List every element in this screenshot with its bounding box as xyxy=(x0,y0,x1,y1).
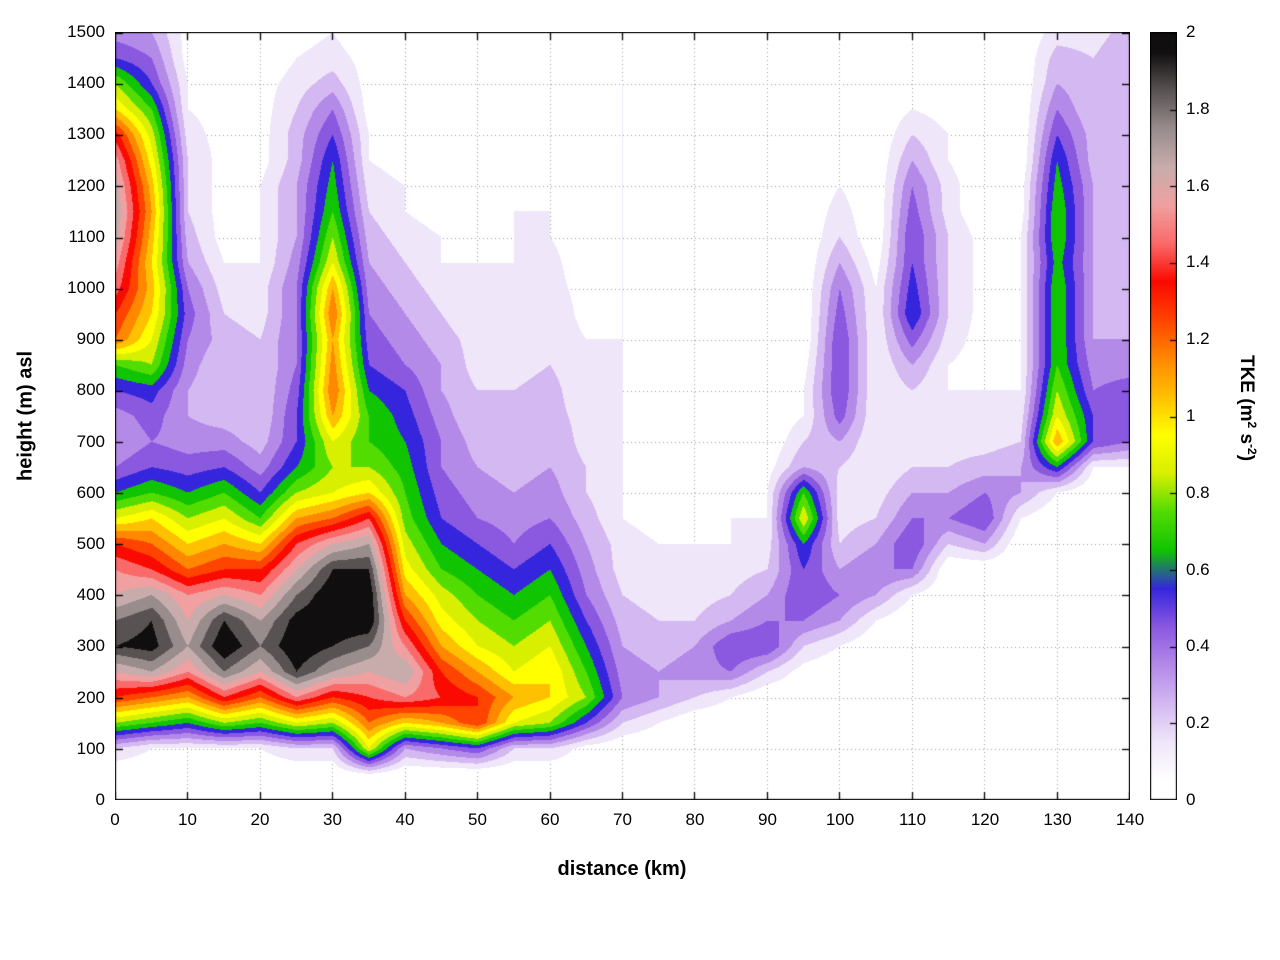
y-tick-label: 0 xyxy=(95,790,105,809)
colorbar-tick-label: 0.8 xyxy=(1186,482,1210,502)
colorbar-tick-label: 0.2 xyxy=(1186,713,1210,733)
y-tick-label: 700 xyxy=(76,431,105,451)
x-tick-label: 80 xyxy=(685,810,705,829)
y-tick-label: 400 xyxy=(76,585,105,605)
x-tick-label: 140 xyxy=(1115,810,1145,829)
y-tick-label: 1200 xyxy=(67,175,105,195)
y-tick-label: 1400 xyxy=(67,73,105,93)
colorbar-tick-label: 2 xyxy=(1186,22,1196,41)
y-tick-label: 1000 xyxy=(67,278,105,297)
colorbar-tick-label: 1.4 xyxy=(1186,252,1210,272)
x-tick-label: 120 xyxy=(970,810,1000,829)
x-tick-label: 110 xyxy=(898,810,927,829)
y-tick-label: 100 xyxy=(76,738,105,758)
colorbar-label-post: ) xyxy=(1235,454,1257,462)
x-tick-label: 60 xyxy=(540,810,560,829)
x-tick-label: 70 xyxy=(613,810,632,829)
x-tick-label: 50 xyxy=(468,810,487,829)
colorbar-tick-label: 0 xyxy=(1186,790,1196,809)
colorbar-tick-label: 1.8 xyxy=(1186,98,1210,118)
colorbar-label: TKE (m2 s-2) xyxy=(1235,355,1259,461)
x-tick-label: 40 xyxy=(395,810,415,829)
y-tick-label: 1500 xyxy=(67,22,105,41)
y-tick-label: 200 xyxy=(76,687,105,707)
x-tick-label: 10 xyxy=(178,810,197,829)
x-tick-label: 90 xyxy=(758,810,777,829)
colorbar-tick-label: 0.4 xyxy=(1186,636,1210,656)
x-axis-label: distance (km) xyxy=(557,858,687,880)
y-tick-label: 1100 xyxy=(68,226,105,246)
y-tick-label: 500 xyxy=(76,534,105,553)
colorbar-tick-label: 1.6 xyxy=(1186,175,1210,195)
y-tick-label: 800 xyxy=(76,380,105,400)
y-tick-label: 600 xyxy=(76,482,105,502)
y-axis-label: height (m) asl xyxy=(14,350,37,482)
colorbar-label-sup2: -2 xyxy=(1245,444,1260,455)
x-tick-label: 100 xyxy=(825,810,855,829)
heatmap-canvas xyxy=(115,32,1130,800)
colorbar-tick-label: 1 xyxy=(1186,406,1196,425)
y-tick-label: 900 xyxy=(76,329,105,349)
x-tick-label: 20 xyxy=(250,810,270,829)
colorbar-label-pre: TKE (m xyxy=(1235,354,1257,422)
colorbar-tick-label: 0.6 xyxy=(1186,559,1210,579)
colorbar-label-mid: s xyxy=(1235,428,1257,445)
y-tick-label: 1300 xyxy=(67,124,105,144)
x-tick-label: 130 xyxy=(1043,810,1072,829)
x-tick-label: 30 xyxy=(323,810,342,829)
x-tick-label: 0 xyxy=(110,810,120,829)
colorbar-tick-label: 1.2 xyxy=(1186,329,1210,349)
colorbar-canvas xyxy=(1150,32,1177,800)
y-tick-label: 300 xyxy=(76,636,105,656)
